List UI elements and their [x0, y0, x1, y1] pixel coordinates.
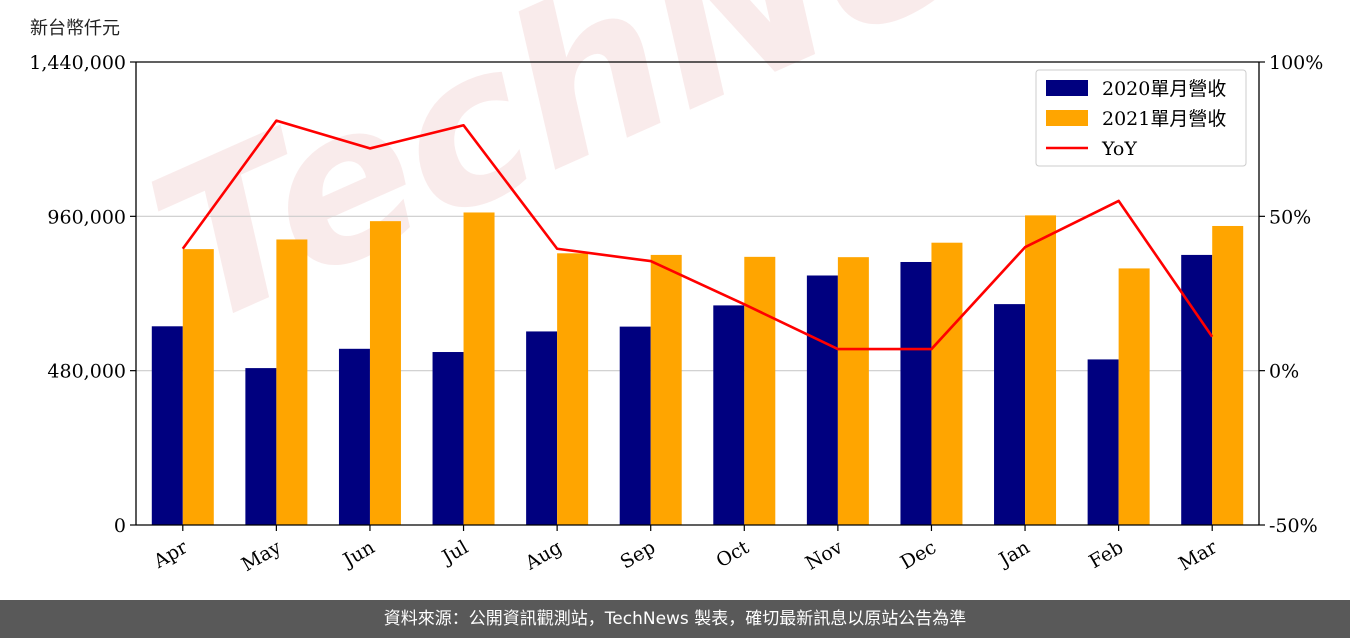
y-tick-label: 0: [114, 515, 126, 537]
bar-2021-oct: [744, 256, 776, 525]
x-tick-label-jun: Jun: [338, 536, 379, 572]
bar-2021-jun: [369, 221, 401, 525]
bar-2021-dec: [931, 242, 963, 525]
source-footer: 資料來源：公開資訊觀測站，TechNews 製表，確切最新訊息以原站公告為準: [0, 600, 1350, 638]
bar-2020-jan: [994, 304, 1026, 525]
bar-2020-aug: [526, 331, 558, 525]
y-tick-label: 960,000: [47, 206, 126, 228]
legend-label-2020: 2020單月營收: [1102, 78, 1226, 100]
bar-2020-apr: [151, 326, 183, 525]
bar-2020-jun: [338, 348, 370, 525]
bar-2020-feb: [1087, 359, 1119, 525]
bar-2021-jul: [463, 212, 495, 525]
bar-2020-nov: [806, 275, 838, 525]
x-tick-label-may: May: [238, 536, 285, 576]
x-tick-label-oct: Oct: [712, 536, 753, 572]
y-axis-unit-label: 新台幣仟元: [30, 18, 120, 39]
x-tick-label-mar: Mar: [1175, 536, 1221, 575]
legend-label-yoy: YoY: [1101, 138, 1137, 160]
bar-2020-may: [245, 368, 277, 525]
bar-2020-dec: [900, 261, 932, 525]
legend-swatch-2021: [1046, 110, 1088, 126]
bar-2020-mar: [1181, 254, 1213, 525]
x-tick-label-aug: Aug: [521, 536, 566, 575]
x-tick-label-nov: Nov: [802, 536, 847, 575]
x-tick-label-apr: Apr: [149, 536, 192, 573]
bar-2021-jan: [1025, 215, 1057, 525]
y2-tick-label: 0%: [1269, 361, 1299, 383]
y-tick-label: 480,000: [47, 361, 126, 383]
y-tick-label: 1,440,000: [29, 52, 126, 74]
yoy-line: [181, 119, 1214, 351]
legend-box: [1035, 69, 1247, 167]
y2-tick-label: -50%: [1269, 515, 1318, 537]
legend-swatch-2020: [1046, 80, 1088, 96]
x-tick-label-jul: Jul: [437, 536, 472, 569]
y2-tick-label: 100%: [1269, 52, 1323, 74]
y2-tick-label: 50%: [1269, 206, 1311, 228]
bar-2020-sep: [619, 326, 651, 525]
bar-2021-sep: [650, 254, 682, 525]
bar-2021-aug: [557, 253, 589, 525]
bar-2020-oct: [713, 305, 745, 525]
x-tick-label-sep: Sep: [617, 536, 660, 573]
bar-2021-apr: [182, 249, 214, 526]
revenue-chart: 0 480,000 960,000 1,440,000 -50% 0% 50% 100% Apr…: [29, 52, 1323, 576]
bar-2021-may: [276, 239, 308, 525]
bar-2021-nov: [837, 257, 869, 525]
legend-label-2021: 2021單月營收: [1102, 108, 1226, 130]
bar-2020-jul: [432, 352, 464, 525]
bar-2021-mar: [1212, 225, 1244, 525]
x-tick-label-dec: Dec: [897, 536, 940, 574]
x-tick-label-feb: Feb: [1085, 536, 1127, 573]
x-tick-label-jan: Jan: [994, 536, 1034, 572]
bar-2021-feb: [1118, 268, 1150, 525]
